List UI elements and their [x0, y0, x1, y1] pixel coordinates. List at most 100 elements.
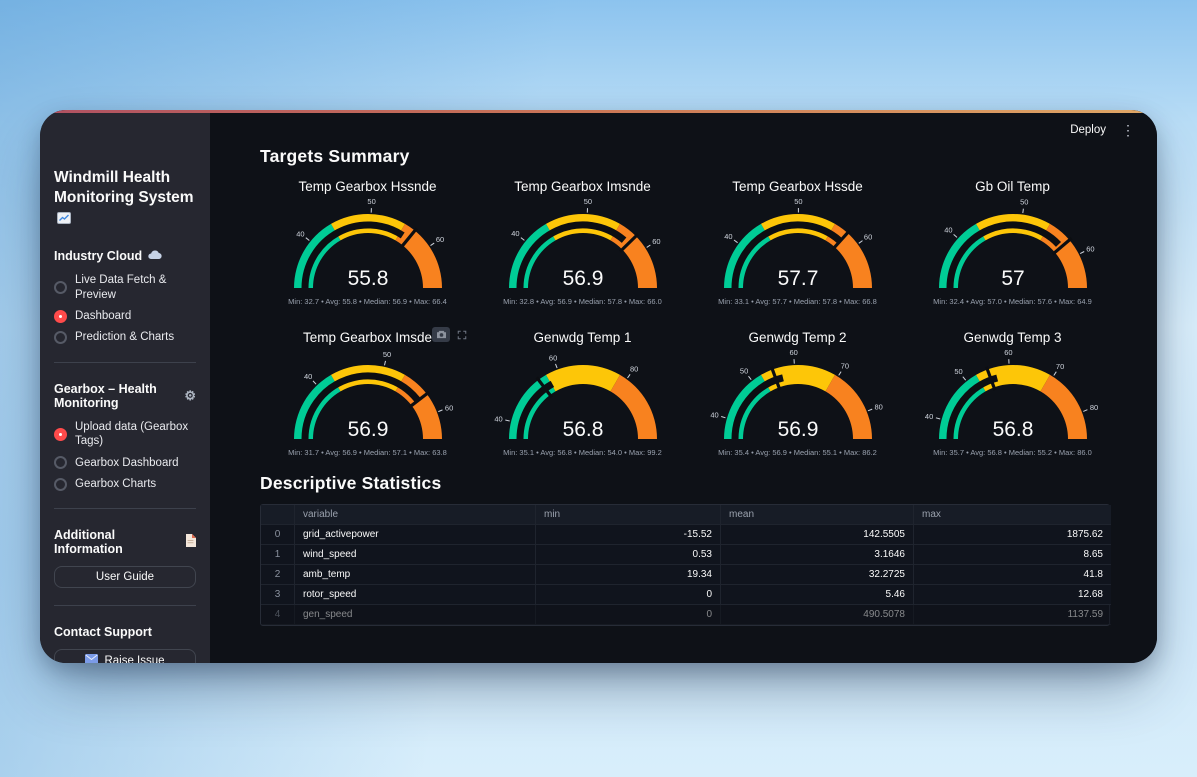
gauge-tick: [1052, 371, 1057, 376]
cell-mean: 5.46: [721, 585, 914, 605]
radio-icon[interactable]: [54, 309, 67, 323]
gauge-tick-label: 80: [630, 365, 638, 374]
gauge-title: Genwdg Temp 2: [748, 330, 847, 345]
gauge-tick: [733, 239, 738, 244]
gauge-card: Gb Oil Temp 40 50 60 57 Min: 32.4 • Avg: 57.0…: [905, 179, 1120, 306]
targets-summary-heading: Targets Summary: [260, 146, 410, 166]
gauge-value: 56.9: [777, 418, 818, 441]
raise-issue-button[interactable]: Raise Issue: [54, 649, 196, 663]
cell-variable: grid_activepower: [295, 525, 536, 545]
divider: [54, 508, 196, 510]
camera-icon[interactable]: [432, 327, 450, 342]
gauge-segment-orange: [1040, 374, 1087, 439]
gauge-value-bar: [731, 374, 784, 440]
cell-variable: rotor_speed: [295, 585, 536, 605]
gauge-threshold: [407, 390, 430, 409]
gauge-title: Gb Oil Temp: [975, 179, 1050, 194]
contact-support-label: Contact Support: [54, 625, 152, 640]
gauge-chart: 40 50 60 70 80 56.9: [710, 348, 883, 441]
gauge-card: Genwdg Temp 1 40 60 80 56.8 Min: 35.1 • Avg: …: [475, 330, 690, 457]
radio-option[interactable]: Upload data (Gearbox Tags): [54, 420, 196, 449]
radio-option[interactable]: Gearbox Dashboard: [54, 456, 196, 470]
radio-icon[interactable]: [54, 331, 67, 345]
kebab-menu-icon[interactable]: ⋮: [1121, 122, 1135, 138]
gauge-value: 56.8: [562, 418, 603, 441]
gauge-tick-label: 60: [444, 403, 452, 412]
fullscreen-icon[interactable]: [453, 327, 471, 342]
user-guide-button[interactable]: User Guide: [54, 566, 196, 589]
gauge-tick-label: 60: [863, 233, 871, 242]
cell-max: 1137.59: [914, 605, 1111, 625]
gauge-card: Temp Gearbox Hssnde 40 50 60 55.8 Min: 32.7 •…: [260, 179, 475, 306]
cell-mean: 142.5505: [721, 525, 914, 545]
cell-min: 0: [536, 585, 721, 605]
gauge-tick-label: 40: [710, 411, 718, 420]
gauge-tick-label: 50: [794, 197, 802, 206]
gauge-tick-label: 50: [367, 197, 375, 206]
gauge-tick-label: 50: [583, 197, 591, 206]
radio-label: Prediction & Charts: [75, 331, 175, 344]
gauge-chart: 40 50 60 56.9: [293, 350, 453, 441]
row-index: 2: [261, 565, 295, 585]
deploy-button[interactable]: Deploy: [1070, 124, 1106, 136]
gauge-tick: [312, 380, 316, 385]
radio-icon[interactable]: [54, 281, 67, 295]
gauge-title: Genwdg Temp 1: [533, 330, 632, 345]
gauge-card: Temp Gearbox Imsde 40 50 60 56.9 Min: 31.7 • …: [260, 327, 475, 457]
gauge-tick: [1021, 208, 1024, 214]
gauge-tick: [1079, 251, 1084, 255]
chart-increasing-icon: [57, 211, 71, 228]
radio-option[interactable]: Gearbox Charts: [54, 477, 196, 491]
cell-min: 19.34: [536, 565, 721, 585]
table-header-max: max: [914, 505, 1111, 525]
cell-max: 8.65: [914, 545, 1111, 565]
gearbox-monitoring-label: Gearbox – Health Monitoring ⚙: [54, 381, 196, 410]
row-index: 3: [261, 585, 295, 605]
gauge-value: 56.9: [347, 418, 388, 441]
gauge-tick: [837, 371, 842, 376]
gauge-value-bar: [516, 221, 626, 289]
gauge-value: 56.8: [992, 418, 1033, 441]
radio-option[interactable]: Prediction & Charts: [54, 330, 196, 345]
gauge-tick: [935, 417, 940, 420]
gauge-tick-label: 70: [1055, 362, 1063, 371]
gauge-value-bar: [730, 221, 842, 289]
gauge-tick-label: 60: [435, 235, 443, 244]
gauge-tick-label: 80: [874, 403, 882, 412]
radio-label: Gearbox Dashboard: [75, 456, 179, 469]
radio-label: Live Data Fetch & Preview: [75, 274, 167, 301]
gauge-card: Genwdg Temp 2 40 50 60 70 80 56.9 Min: 35.4 • A…: [690, 330, 905, 457]
gauge-tick-label: 40: [296, 229, 304, 238]
cell-min: 0.53: [536, 545, 721, 565]
row-index: 0: [261, 525, 295, 545]
gauge-tick-label: 60: [652, 237, 660, 246]
cell-variable: wind_speed: [295, 545, 536, 565]
cell-mean: 490.5078: [721, 605, 914, 625]
gauge-chart: 40 50 60 56.9: [508, 197, 660, 290]
gauge-tick: [867, 408, 872, 412]
gauge-value: 57.7: [777, 267, 818, 290]
gauge-value: 57: [1001, 267, 1024, 290]
cell-max: 1875.62: [914, 525, 1111, 545]
radio-option[interactable]: Live Data Fetch & Preview: [54, 273, 196, 302]
gauge-threshold: [831, 229, 851, 251]
radio-icon[interactable]: [54, 427, 67, 441]
table-header-mean: mean: [721, 505, 914, 525]
gauge-threshold: [534, 376, 553, 399]
gauge-tick-label: 60: [1086, 244, 1094, 253]
gauge-threshold: [399, 227, 418, 249]
gauge-tick-label: 60: [548, 353, 556, 362]
cell-min: 0: [536, 605, 721, 625]
gauge-stats: Min: 32.8 • Avg: 56.9 • Median: 57.8 • M…: [503, 297, 662, 306]
table-header-min: min: [536, 505, 721, 525]
radio-option[interactable]: Dashboard: [54, 309, 196, 323]
app-title-text: Windmill Health Monitoring System: [54, 169, 194, 207]
statistics-table[interactable]: variable min mean max 0 grid_activepower -15.5…: [260, 504, 1111, 626]
gauge-tick: [383, 360, 386, 366]
gauge-stats: Min: 35.7 • Avg: 56.8 • Median: 55.2 • M…: [933, 448, 1092, 457]
gauge-tick-label: 40: [304, 372, 312, 381]
radio-icon[interactable]: [54, 456, 67, 470]
gauge-title: Temp Gearbox Imsde: [302, 330, 433, 345]
radio-icon[interactable]: [54, 477, 67, 491]
gauge-tick: [520, 237, 525, 241]
